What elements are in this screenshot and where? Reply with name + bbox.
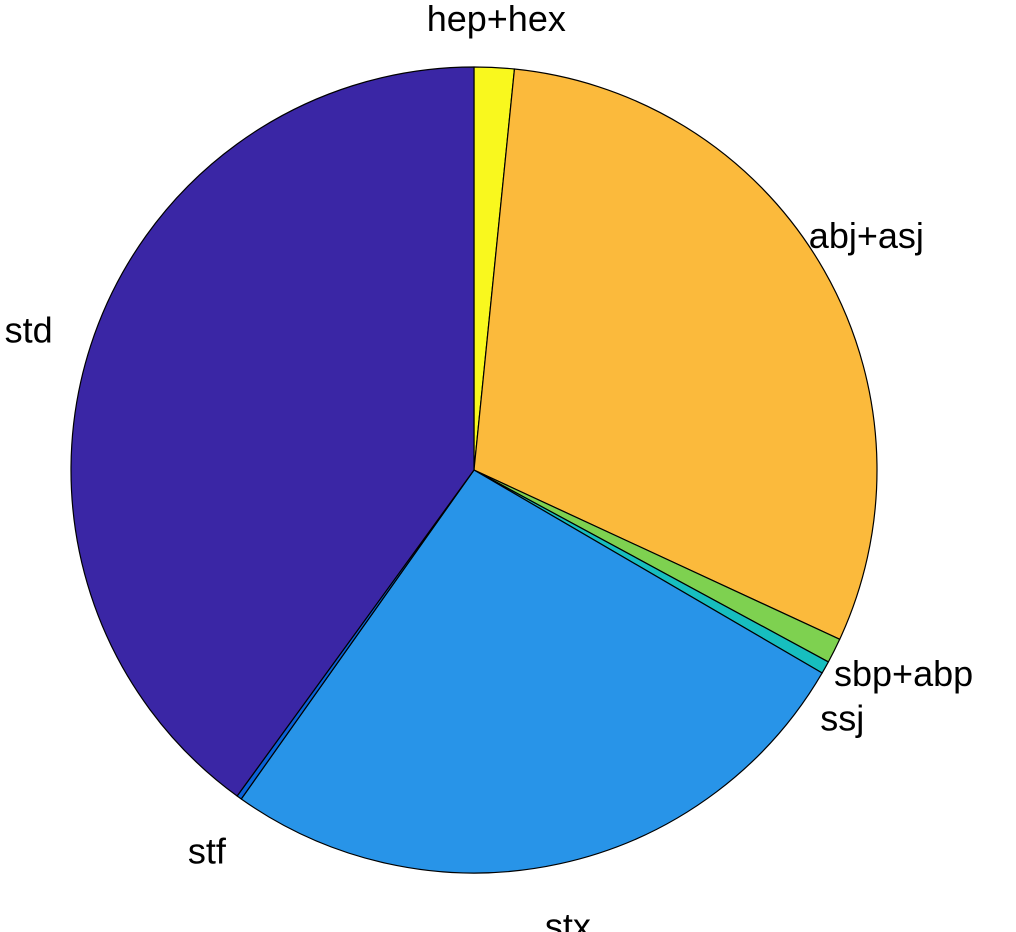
pie-slices: [70, 66, 878, 874]
pie-slice-abj-asj: [473, 68, 878, 640]
pie-label-hep-hex: hep+hex: [427, 0, 566, 39]
pie-label-stx: stx: [545, 905, 591, 932]
pie-label-abj-asj: abj+asj: [809, 215, 924, 256]
pie-label-ssj: ssj: [820, 698, 864, 739]
pie-slice-std: [70, 66, 475, 797]
pie-label-sbp-abp: sbp+abp: [834, 653, 973, 694]
pie-label-stf: stf: [188, 831, 227, 872]
pie-slice-stx: [240, 469, 823, 874]
pie-label-std: std: [5, 310, 53, 351]
